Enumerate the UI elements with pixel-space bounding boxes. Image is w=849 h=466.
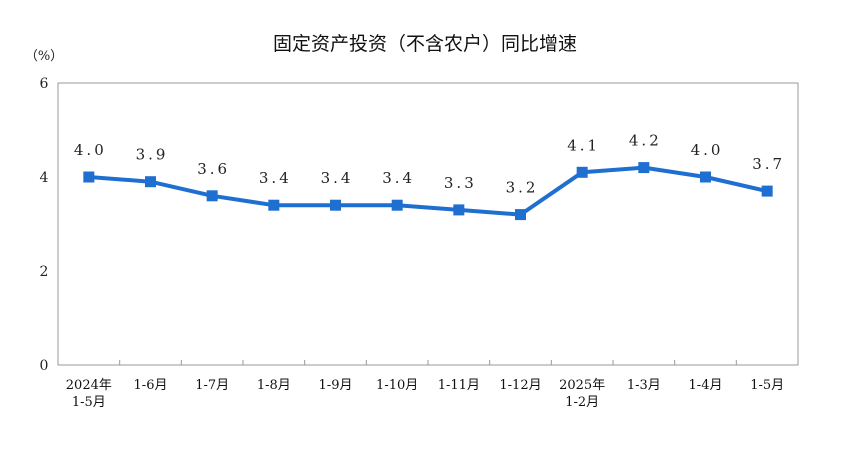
x-tick-label: 1-9月: [319, 378, 353, 393]
data-point-marker: [453, 204, 465, 216]
x-tick-label: 1-11月: [438, 378, 480, 393]
x-tick-label: 1-5月: [72, 395, 106, 410]
data-point-marker: [268, 199, 280, 211]
data-point-marker: [391, 199, 403, 211]
data-label: 3.3: [444, 174, 477, 192]
data-point-marker: [515, 209, 526, 221]
x-tick-label: 1-10月: [376, 378, 418, 393]
x-axis-tick-labels: 2024年 1-5月 1-6月 1-7月 1-8月 1-9月 1-10月 1-11月 1-12月…: [66, 378, 784, 410]
y-tick-label: 0: [40, 358, 49, 374]
data-point-marker: [700, 171, 711, 183]
x-tick-label: 1-3月: [627, 378, 661, 393]
x-tick-label: 2024年: [66, 378, 112, 393]
x-tick-label: 2025年: [559, 378, 605, 393]
plot-frame: [57, 82, 799, 366]
series-line: [88, 165, 768, 217]
data-label: 4.2: [629, 132, 662, 150]
data-label: 3.4: [321, 169, 354, 187]
data-point-markers: [83, 162, 773, 221]
data-label: 3.6: [197, 160, 230, 178]
data-label: 4.0: [74, 141, 107, 159]
data-point-marker: [576, 166, 588, 178]
chart-title: 固定资产投资（不含农户）同比增速: [273, 33, 577, 55]
data-label: 4.1: [567, 136, 600, 154]
y-tick-label: 2: [40, 264, 49, 280]
data-point-marker: [206, 190, 218, 202]
data-label: 3.7: [752, 155, 785, 173]
data-point-marker: [638, 162, 650, 174]
data-label: 3.4: [382, 169, 415, 187]
x-axis-ticks: [119, 360, 737, 365]
x-tick-label: 1-5月: [750, 378, 784, 393]
x-tick-label: 1-12月: [499, 378, 541, 393]
x-tick-label: 1-4月: [689, 378, 723, 393]
data-point-marker: [145, 176, 156, 188]
data-label: 3.4: [259, 169, 292, 187]
x-tick-label: 1-7月: [195, 378, 229, 393]
y-axis-unit-label: （%）: [25, 49, 63, 64]
data-point-marker: [330, 199, 341, 211]
y-axis-tick-labels: 0 2 4 6: [40, 76, 49, 374]
y-tick-label: 4: [40, 170, 49, 186]
data-point-marker: [761, 185, 773, 197]
data-point-marker: [83, 171, 95, 183]
x-tick-label: 1-8月: [257, 378, 291, 393]
data-labels: 4.0 3.9 3.6 3.4 3.4 3.4 3.3 3.2 4.1 4.2 4.0 3.7: [74, 132, 785, 197]
data-label: 3.2: [506, 179, 539, 197]
x-tick-label: 1-6月: [134, 378, 168, 393]
data-label: 4.0: [691, 141, 724, 159]
data-label: 3.9: [136, 146, 169, 164]
x-tick-label: 1-2月: [565, 395, 599, 410]
y-tick-label: 6: [40, 76, 49, 92]
